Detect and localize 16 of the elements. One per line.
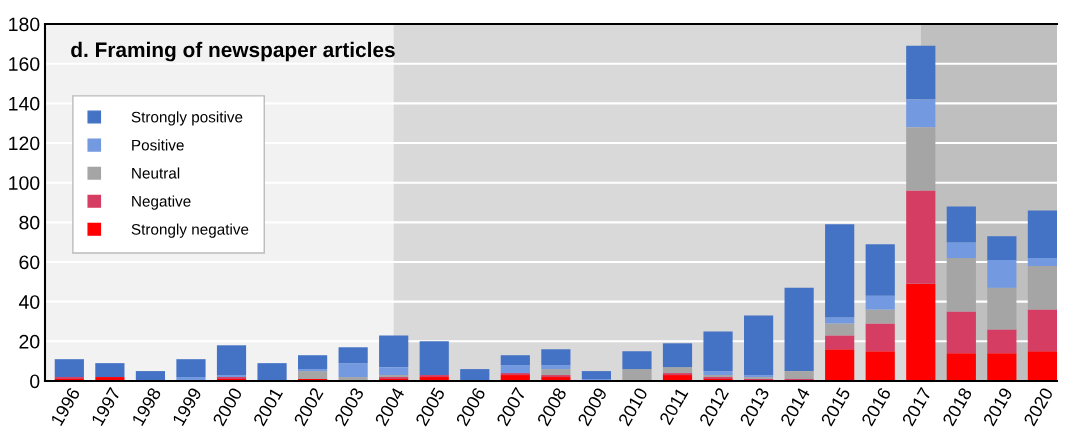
y-tick-label: 80 [19, 215, 40, 230]
legend-label: Negative [132, 195, 191, 210]
y-tick-label: 180 [9, 17, 40, 32]
y-tick-label: 40 [18, 295, 40, 309]
legend-label: Neutral [132, 167, 180, 179]
legend-label: Strongly positive [131, 111, 243, 126]
y-tick-label: 120 [9, 136, 40, 151]
y-tick-label: 0 [30, 374, 40, 389]
y-tick-label: 60 [19, 255, 40, 270]
legend-label: Strongly negative [131, 223, 249, 238]
y-tick-label: 140 [9, 96, 40, 111]
text: d. Framing of newspaper articles [71, 41, 395, 62]
y-tick-label: 20 [19, 334, 40, 349]
y-tick-label: 100 [9, 176, 40, 190]
legend-label: Positive [132, 139, 184, 151]
y-tick-label: 160 [9, 57, 40, 71]
